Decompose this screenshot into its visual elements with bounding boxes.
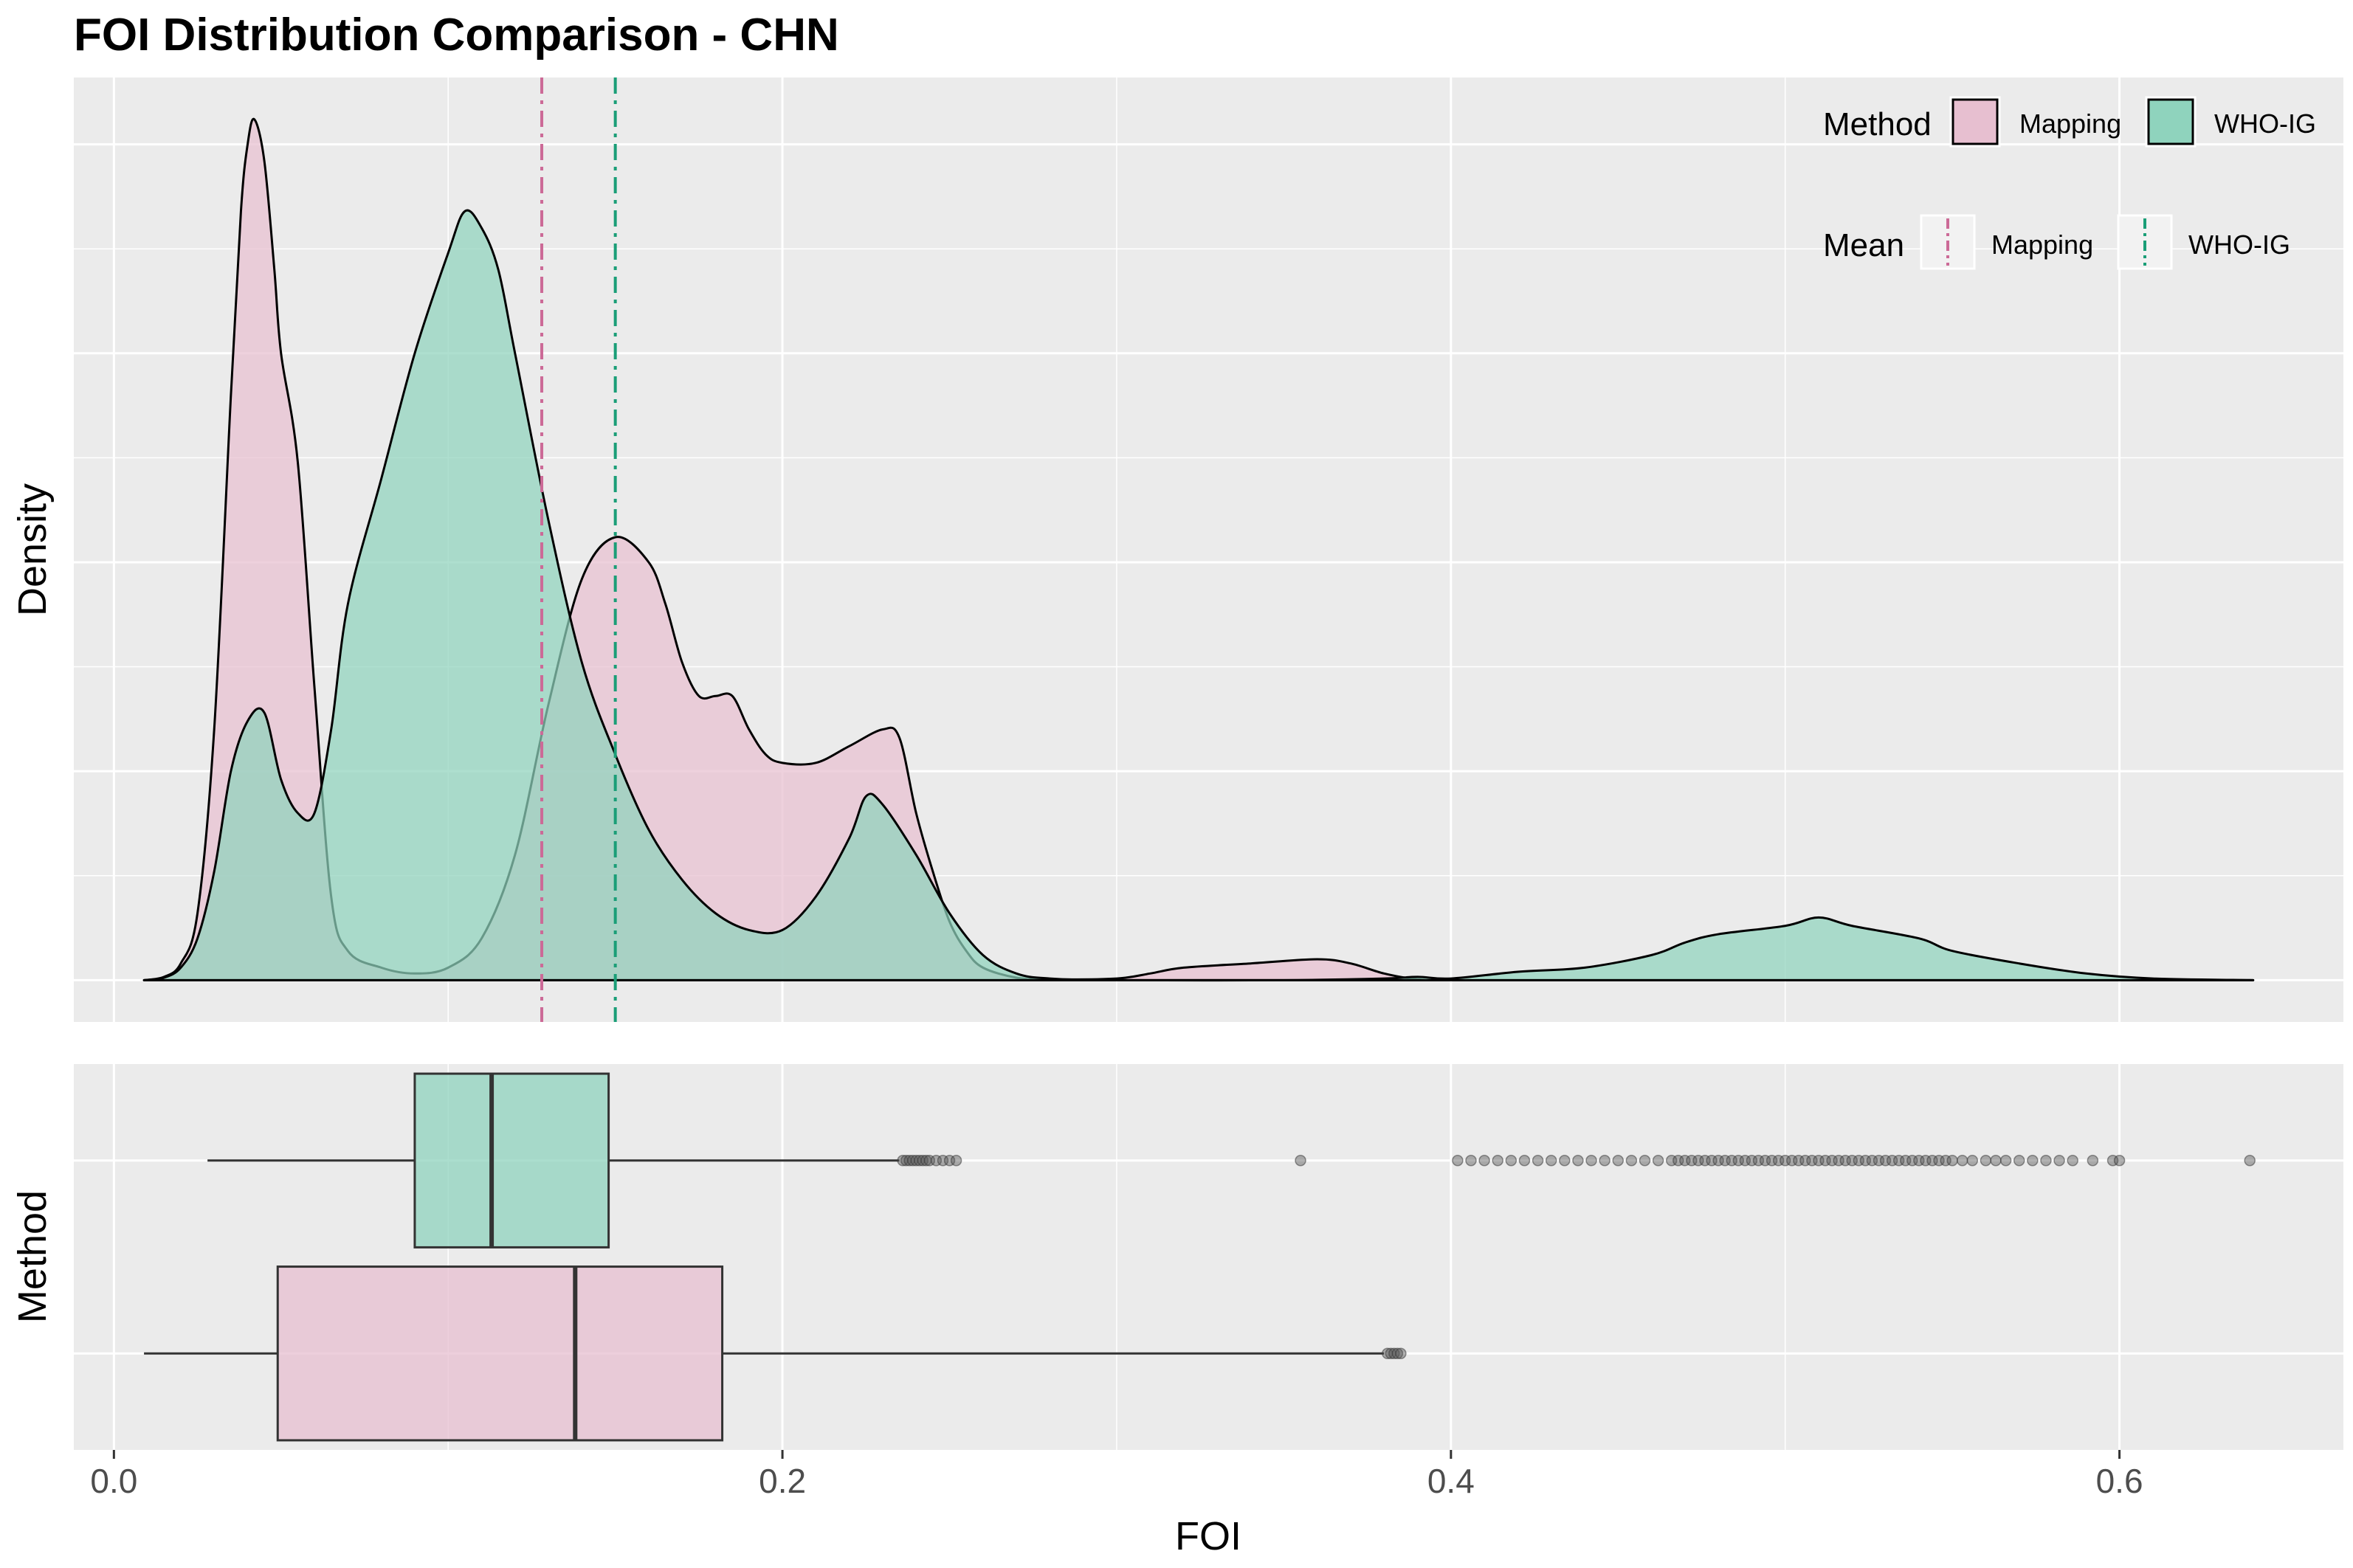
x-tick-label: 0.2: [759, 1462, 806, 1500]
outlier-point: [1518, 1155, 1531, 1167]
outlier-point: [1559, 1155, 1571, 1167]
outlier-point: [2013, 1155, 2025, 1167]
chart-title: FOI Distribution Comparison - CHN: [74, 10, 839, 61]
outlier-point: [1980, 1155, 1992, 1167]
outlier-point: [1639, 1155, 1651, 1167]
outlier-point: [2040, 1155, 2052, 1167]
x-axis-title: FOI: [1175, 1514, 1241, 1558]
x-tick-label: 0.6: [2096, 1462, 2143, 1500]
outlier-point: [1532, 1155, 1544, 1167]
outlier-point: [1612, 1155, 1625, 1167]
legend-label-mean-whoig: WHO-IG: [2188, 229, 2290, 260]
method-axis-title: Method: [10, 1190, 55, 1323]
legend-method-title: Method: [1823, 106, 1932, 142]
outlier-point: [1946, 1155, 1958, 1167]
outlier-point: [2113, 1155, 2126, 1167]
outlier-point: [1572, 1155, 1584, 1167]
legend-mean-title: Mean: [1823, 227, 1904, 263]
outlier-point: [1585, 1155, 1597, 1167]
outlier-point: [1452, 1155, 1464, 1167]
outlier-point: [1505, 1155, 1517, 1167]
x-axis-ticks: 0.0 0.2 0.4 0.6: [90, 1450, 2143, 1500]
outlier-point: [2027, 1155, 2039, 1167]
density-axis-title: Density: [10, 483, 55, 616]
outlier-point: [1625, 1155, 1638, 1167]
outlier-point: [1966, 1155, 1979, 1167]
outlier-point: [1295, 1155, 1306, 1167]
outlier-point: [2087, 1155, 2099, 1167]
legend-label-whoig: WHO-IG: [2214, 108, 2316, 139]
legend-key-whoig: [2147, 98, 2194, 145]
density-curves: [142, 117, 2255, 982]
outlier-point: [2244, 1155, 2256, 1167]
outlier-point: [2053, 1155, 2065, 1167]
outlier-point: [1492, 1155, 1503, 1167]
x-tick-label: 0.0: [90, 1462, 137, 1500]
box-mapping: [276, 1265, 724, 1442]
legend: Method Mapping WHO-IG Mean Mapping WHO-I…: [1823, 96, 2316, 270]
outlier-point: [1391, 1347, 1404, 1359]
x-tick-label: 0.4: [1427, 1462, 1475, 1500]
density-whoig: [142, 209, 2255, 982]
outlier-point: [2067, 1155, 2078, 1167]
box-whoig: [413, 1072, 610, 1248]
legend-label-mean-mapping: Mapping: [1991, 229, 2093, 260]
outlier-point: [1465, 1155, 1477, 1167]
density-mapping: [142, 117, 2255, 981]
outlier-point: [1990, 1155, 2002, 1167]
outlier-point: [1545, 1155, 1557, 1167]
legend-label-mapping: Mapping: [2019, 108, 2121, 139]
boxplots: [144, 1072, 2256, 1442]
outlier-point: [1599, 1155, 1610, 1167]
outlier-point: [1478, 1155, 1490, 1167]
outlier-point: [950, 1155, 962, 1167]
outlier-point: [1652, 1155, 1664, 1167]
mean-lines: [540, 77, 617, 1022]
outlier-point: [1395, 1347, 1407, 1359]
outlier-point: [1999, 1155, 2012, 1167]
outlier-point: [1956, 1155, 1968, 1167]
legend-key-mapping: [1951, 98, 1999, 145]
